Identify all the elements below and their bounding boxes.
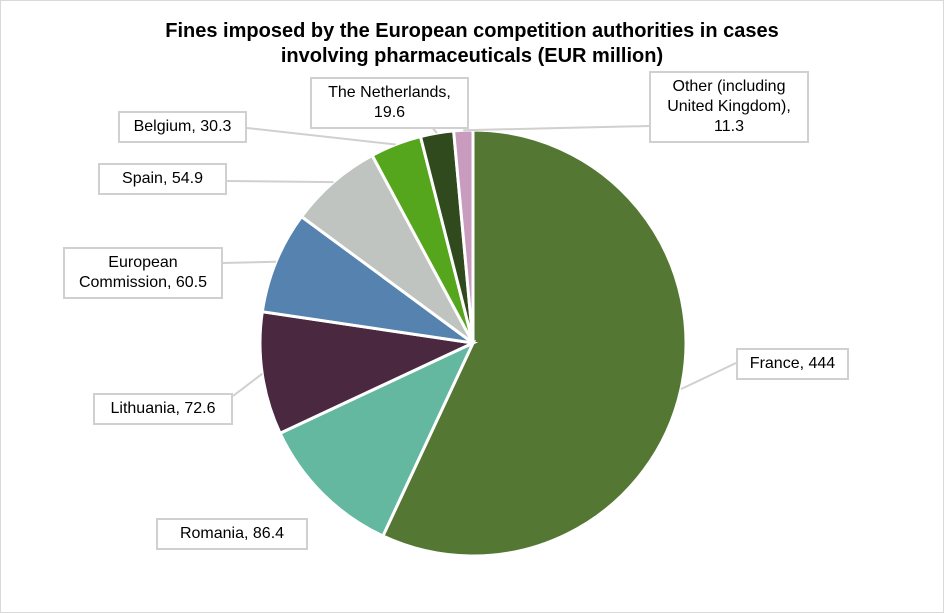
leader-line bbox=[246, 127, 396, 146]
leader-line bbox=[463, 125, 650, 132]
chart-title: Fines imposed by the European competitio… bbox=[1, 19, 943, 69]
pie-slice-european-commission bbox=[260, 214, 474, 345]
data-label: European Commission, 60.5 bbox=[63, 247, 223, 299]
chart-title-line-1: Fines imposed by the European competitio… bbox=[165, 20, 779, 42]
leader-line bbox=[226, 180, 334, 184]
leader-line bbox=[222, 260, 277, 264]
chart-title-line-2: involving pharmaceuticals (EUR million) bbox=[280, 45, 664, 67]
data-label: Other (including United Kingdom), 11.3 bbox=[649, 71, 809, 143]
leader-line bbox=[232, 372, 263, 397]
pie-slice-lithuania bbox=[258, 309, 479, 436]
pie-slice-france bbox=[380, 128, 688, 558]
data-label: Lithuania, 72.6 bbox=[93, 393, 233, 425]
data-label: Belgium, 30.3 bbox=[118, 111, 247, 143]
leader-line bbox=[680, 362, 737, 391]
data-label: The Netherlands, 19.6 bbox=[310, 77, 469, 129]
data-label: Romania, 86.4 bbox=[156, 518, 308, 550]
data-label: France, 444 bbox=[736, 348, 849, 380]
pie-slice-romania bbox=[278, 339, 477, 538]
data-label: Spain, 54.9 bbox=[98, 163, 227, 195]
